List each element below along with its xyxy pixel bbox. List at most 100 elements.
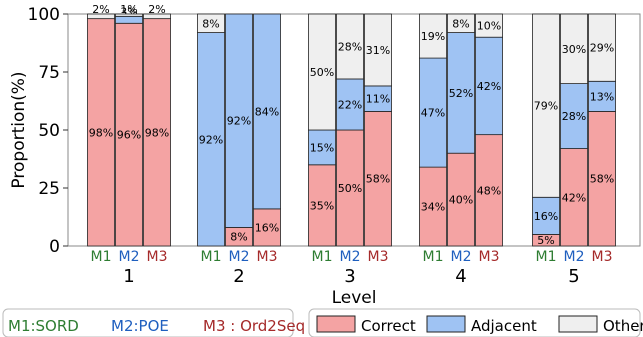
y-axis-label: Proportion(%)	[9, 71, 29, 188]
x-model-label: M2	[451, 249, 472, 265]
y-tick-label: 0	[49, 237, 60, 257]
bar-correct-level4-m1	[419, 166, 447, 247]
x-model-label: M1	[201, 249, 222, 265]
bar-other-level5-m3	[588, 13, 616, 82]
value-label: 79%	[534, 100, 558, 113]
bar-correct-level2-m3	[253, 208, 281, 247]
bar-other-level5-m1	[532, 13, 560, 198]
value-label: 5%	[537, 234, 554, 247]
x-group-label: 3	[344, 266, 355, 287]
x-model-label: M2	[564, 249, 585, 265]
model-legend-box	[2, 308, 294, 337]
value-label: 40%	[449, 194, 473, 207]
bar-other-level4-m2	[447, 13, 475, 33]
bar-correct-level5-m3	[588, 111, 616, 247]
x-model-label: M2	[340, 249, 361, 265]
x-group-label: 2	[233, 266, 244, 287]
bar-correct-level4-m2	[447, 152, 475, 247]
value-label: 47%	[421, 107, 445, 120]
bar-other-level1-m3	[143, 13, 171, 20]
x-model-label: M3	[592, 249, 613, 265]
legend-swatch-correct	[316, 315, 356, 333]
bar-adjacent-level2-m3	[253, 13, 281, 210]
bar-other-level3-m3	[364, 13, 392, 87]
bar-other-level3-m2	[336, 13, 364, 80]
value-label: 98%	[89, 126, 113, 139]
x-model-label: M2	[119, 249, 140, 265]
x-model-label: M1	[91, 249, 112, 265]
value-label: 28%	[562, 110, 586, 123]
x-model-label: M3	[479, 249, 500, 265]
x-model-label: M1	[423, 249, 444, 265]
bar-other-level1-m1	[87, 13, 115, 20]
bar-adjacent-level3-m3	[364, 85, 392, 112]
bar-adjacent-level5-m3	[588, 80, 616, 112]
value-label: 19%	[421, 30, 445, 43]
value-label: 28%	[338, 40, 362, 53]
value-label: 35%	[310, 199, 334, 212]
value-label: 50%	[310, 66, 334, 79]
value-label: 29%	[590, 42, 614, 55]
bar-adjacent-level4-m3	[475, 36, 503, 136]
model-legend-entry: M1:SORD	[8, 317, 79, 335]
bar-other-level4-m1	[419, 13, 447, 59]
x-group-label: 5	[568, 266, 579, 287]
value-label: 8%	[230, 231, 247, 244]
value-label: 96%	[117, 129, 141, 142]
value-label: 84%	[255, 105, 279, 118]
y-tick-label: 75	[38, 63, 60, 83]
x-model-label: M3	[147, 249, 168, 265]
value-label: 34%	[421, 201, 445, 214]
bar-adjacent-level3-m2	[336, 78, 364, 131]
bar-adjacent-level2-m1	[197, 32, 225, 247]
model-legend-entry: M3 : Ord2Seq	[203, 317, 305, 335]
value-label: 16%	[534, 210, 558, 223]
x-model-label: M2	[229, 249, 250, 265]
y-tick-label: 25	[38, 179, 60, 199]
value-label: 50%	[338, 182, 362, 195]
value-label: 30%	[562, 43, 586, 56]
bar-correct-level3-m2	[336, 129, 364, 247]
model-legend-entry: M2:POE	[111, 317, 169, 335]
bar-correct-level4-m3	[475, 134, 503, 247]
legend-swatch-adjacent	[426, 315, 466, 333]
legend-label-adjacent: Adjacent	[471, 317, 537, 335]
legend-label-correct: Correct	[361, 317, 416, 335]
bar-other-level4-m3	[475, 13, 503, 38]
x-axis-label: Level	[332, 288, 377, 308]
bar-correct-level1-m2	[115, 22, 143, 247]
value-label: 2%	[92, 3, 109, 16]
value-label: 92%	[227, 115, 251, 128]
bar-adjacent-level5-m1	[532, 196, 560, 235]
value-label: 58%	[366, 173, 390, 186]
bar-adjacent-level5-m2	[560, 83, 588, 149]
x-group-label: 4	[455, 266, 466, 287]
value-label: 2%	[148, 3, 165, 16]
bar-other-level2-m1	[197, 13, 225, 33]
value-label: 42%	[477, 80, 501, 93]
value-label: 58%	[590, 173, 614, 186]
bar-adjacent-level4-m2	[447, 32, 475, 154]
x-model-label: M3	[368, 249, 389, 265]
legend-swatch-other	[558, 315, 598, 333]
legend-label-other: Other	[603, 317, 643, 335]
bar-adjacent-level3-m1	[308, 129, 336, 166]
value-label: 8%	[452, 17, 469, 30]
value-label: 10%	[477, 20, 501, 33]
bar-correct-level3-m1	[308, 164, 336, 247]
value-label: 22%	[338, 98, 362, 111]
x-group-label: 1	[123, 266, 134, 287]
series-legend-box	[308, 308, 641, 337]
bar-other-level1-m2	[115, 13, 143, 17]
bar-other-level5-m2	[560, 13, 588, 84]
value-label: 16%	[255, 221, 279, 234]
bar-correct-level3-m3	[364, 111, 392, 247]
x-model-label: M3	[257, 249, 278, 265]
y-tick-label: 50	[38, 121, 60, 141]
value-label: 8%	[202, 17, 219, 30]
bar-correct-level1-m3	[143, 18, 171, 247]
value-label: 1%	[120, 3, 137, 16]
bar-adjacent-level2-m2	[225, 13, 253, 228]
value-label: 31%	[366, 44, 390, 57]
